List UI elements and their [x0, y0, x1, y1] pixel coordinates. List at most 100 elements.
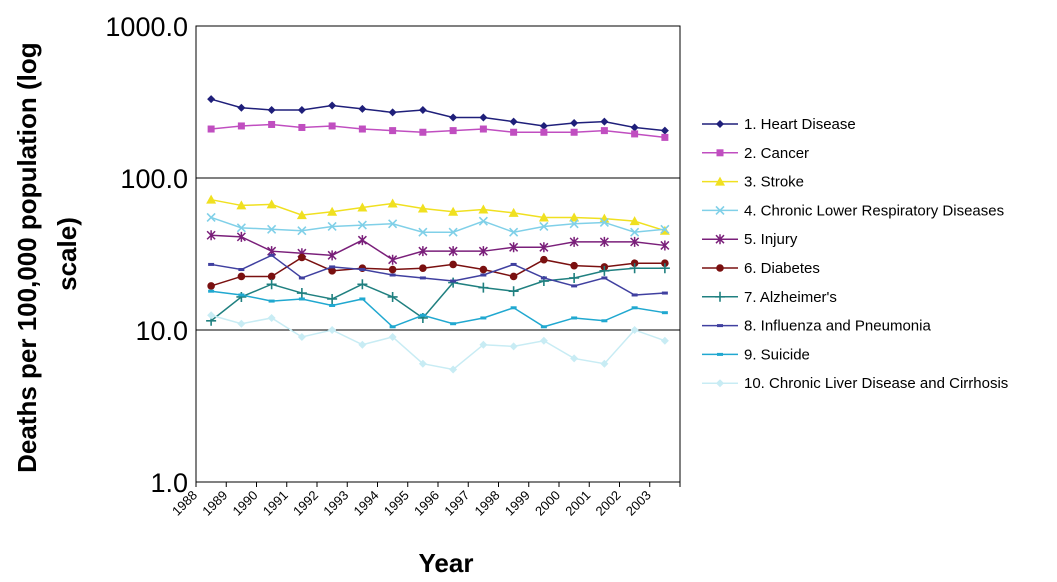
y-tick-labels: 1000.0 100.0 10.0 1.0	[105, 12, 188, 498]
data-point	[238, 268, 245, 272]
data-point	[661, 291, 668, 295]
data-point	[359, 297, 366, 301]
x-tick-labels: 1988 1989 1990 1991 1992 1993 1994 1995 1996 1997…	[169, 482, 681, 519]
data-point	[630, 326, 639, 334]
data-point	[479, 125, 487, 133]
data-point	[480, 273, 487, 277]
data-point	[538, 212, 549, 222]
data-point	[236, 223, 246, 233]
data-point	[297, 226, 307, 236]
data-point	[478, 204, 489, 214]
y-tick-label: 10.0	[135, 316, 188, 346]
series-3	[206, 194, 670, 235]
data-point	[479, 113, 488, 122]
data-point	[417, 203, 428, 213]
data-point	[358, 104, 367, 113]
data-point	[389, 127, 397, 135]
data-point	[540, 276, 547, 280]
data-point	[659, 263, 670, 274]
series-4	[206, 212, 670, 237]
series-line	[210, 314, 666, 371]
legend-label: 2. Cancer	[744, 145, 809, 162]
data-point	[448, 277, 459, 288]
legend-item: 7. Alzheimer's	[702, 289, 837, 306]
data-point	[298, 276, 305, 280]
series-line	[210, 267, 665, 322]
data-point	[510, 128, 518, 136]
data-point	[599, 217, 609, 228]
data-point	[389, 325, 396, 329]
data-point	[630, 123, 639, 132]
series-1	[207, 95, 669, 135]
data-point	[480, 316, 487, 320]
data-point	[570, 261, 578, 270]
legend-label: 10. Chronic Liver Disease and Cirrhosis	[744, 375, 1008, 392]
data-point	[571, 284, 578, 288]
data-point	[450, 279, 457, 283]
x-tick-label: 1990	[230, 488, 261, 519]
legend-label: 9. Suicide	[744, 346, 810, 363]
data-point	[601, 276, 608, 280]
x-tick-label: 2001	[562, 488, 593, 519]
data-point	[207, 282, 215, 290]
data-point	[630, 227, 640, 237]
data-point	[388, 265, 397, 274]
x-tick-label: 1993	[320, 488, 351, 519]
legend-marker	[715, 291, 725, 302]
data-point	[599, 265, 610, 276]
data-point	[296, 288, 307, 299]
data-point	[571, 316, 578, 320]
x-tick-label: 1996	[411, 488, 442, 519]
data-point	[630, 236, 640, 247]
data-point	[660, 224, 670, 234]
data-point	[570, 119, 579, 128]
data-point	[388, 254, 398, 265]
legend-label: 6. Diabetes	[744, 260, 820, 277]
data-point	[388, 219, 398, 229]
data-point	[419, 313, 426, 317]
data-point	[208, 289, 215, 293]
data-point	[236, 200, 247, 210]
x-tick-label: 1998	[472, 488, 503, 519]
series-line	[211, 123, 665, 139]
data-point	[629, 263, 640, 274]
legend-item: 1. Heart Disease	[702, 116, 856, 133]
legend-label: 4. Chronic Lower Respiratory Diseases	[744, 202, 1004, 219]
data-point	[418, 106, 427, 115]
series-line	[210, 98, 665, 132]
data-point	[509, 272, 518, 281]
data-point	[479, 265, 488, 274]
data-point	[569, 272, 580, 283]
data-point	[328, 101, 337, 110]
legend-marker	[716, 264, 724, 272]
data-point	[327, 293, 338, 304]
data-point	[448, 227, 458, 237]
data-point	[296, 210, 307, 220]
data-point	[418, 227, 428, 237]
data-point	[206, 212, 216, 223]
data-point	[297, 332, 306, 341]
data-point	[478, 246, 488, 257]
data-point	[510, 306, 517, 310]
gridlines	[196, 177, 680, 331]
data-point	[388, 108, 397, 117]
data-point	[238, 293, 245, 297]
series-line	[211, 290, 665, 328]
data-point	[357, 279, 368, 290]
data-point	[297, 106, 306, 115]
legend-marker	[715, 234, 725, 245]
series-2	[207, 120, 669, 141]
data-point	[539, 242, 549, 253]
legend-item: 10. Chronic Liver Disease and Cirrhosis	[702, 375, 1008, 392]
x-tick-label: 1997	[441, 488, 472, 519]
series-9	[208, 289, 668, 329]
data-point	[449, 113, 458, 122]
series-10	[207, 311, 669, 374]
data-point	[629, 216, 640, 226]
data-point	[206, 194, 217, 204]
data-point	[449, 260, 457, 269]
data-point	[237, 272, 246, 281]
data-point	[327, 206, 338, 216]
data-point	[266, 199, 277, 209]
